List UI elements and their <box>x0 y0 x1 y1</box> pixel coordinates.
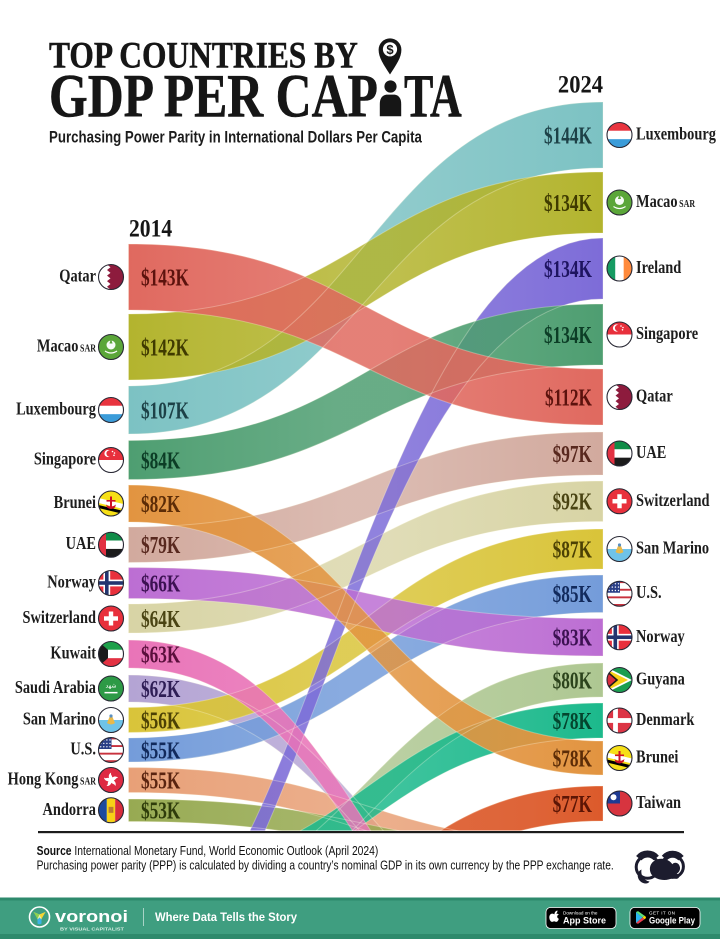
svg-text:Hong Kong SAR: Hong Kong SAR <box>8 768 97 789</box>
svg-text:UAE: UAE <box>66 533 96 554</box>
svg-text:$134K: $134K <box>544 255 593 283</box>
svg-text:Qatar: Qatar <box>636 385 673 406</box>
svg-text:Macao SAR: Macao SAR <box>37 335 97 356</box>
svg-text:$82K: $82K <box>141 490 181 518</box>
svg-text:BY VISUAL CAPITALIST: BY VISUAL CAPITALIST <box>60 927 124 932</box>
svg-text:Switzerland: Switzerland <box>22 606 96 627</box>
svg-text:Taiwan: Taiwan <box>636 791 681 812</box>
svg-text:$62K: $62K <box>141 675 181 703</box>
svg-text:$: $ <box>386 42 394 57</box>
svg-text:voronoi: voronoi <box>55 908 128 926</box>
svg-text:$143K: $143K <box>141 264 190 292</box>
svg-text:$84K: $84K <box>141 447 181 475</box>
svg-text:$55K: $55K <box>141 737 181 765</box>
svg-text:Qatar: Qatar <box>59 265 96 286</box>
svg-text:$79K: $79K <box>141 531 181 559</box>
svg-text:San Marino: San Marino <box>23 708 96 729</box>
svg-text:UAE: UAE <box>636 441 666 462</box>
svg-text:$92K: $92K <box>553 488 593 516</box>
svg-text:Guyana: Guyana <box>636 668 685 689</box>
svg-text:Luxembourg: Luxembourg <box>636 123 716 144</box>
svg-text:App Store: App Store <box>563 916 606 926</box>
svg-text:Source International Monetary: Source International Monetary Fund, Worl… <box>37 844 379 858</box>
svg-text:Brunei: Brunei <box>54 491 97 512</box>
svg-text:Purchasing Power Parity in Int: Purchasing Power Parity in International… <box>49 128 422 147</box>
svg-text:$112K: $112K <box>545 384 593 412</box>
svg-text:Andorra: Andorra <box>42 798 96 819</box>
svg-text:$142K: $142K <box>141 334 190 362</box>
svg-text:GET IT ON: GET IT ON <box>649 911 675 916</box>
svg-text:Google Play: Google Play <box>649 916 695 926</box>
svg-text:$80K: $80K <box>553 667 593 695</box>
svg-text:San Marino: San Marino <box>636 537 709 558</box>
svg-text:$87K: $87K <box>553 536 593 564</box>
svg-text:$134K: $134K <box>544 321 593 349</box>
svg-text:$144K: $144K <box>544 122 593 150</box>
svg-text:Luxembourg: Luxembourg <box>16 398 96 419</box>
svg-text:Purchasing power parity (PPP): Purchasing power parity (PPP) is calcula… <box>37 859 614 873</box>
svg-text:Macao SAR: Macao SAR <box>636 190 696 211</box>
svg-text:2024: 2024 <box>558 71 603 99</box>
svg-text:Ireland: Ireland <box>636 256 681 277</box>
svg-text:Norway: Norway <box>636 625 685 646</box>
svg-text:Switzerland: Switzerland <box>636 489 710 510</box>
svg-text:$97K: $97K <box>553 440 593 468</box>
svg-text:Denmark: Denmark <box>636 708 695 729</box>
svg-text:Where Data Tells the Story: Where Data Tells the Story <box>155 912 298 924</box>
svg-text:GDP PER CAP: GDP PER CAP <box>49 64 378 131</box>
svg-text:Download on the: Download on the <box>563 911 598 916</box>
svg-text:$83K: $83K <box>553 624 593 652</box>
svg-text:Saudi Arabia: Saudi Arabia <box>15 676 96 697</box>
svg-text:$56K: $56K <box>141 707 181 735</box>
svg-text:Singapore: Singapore <box>636 322 698 343</box>
svg-text:$107K: $107K <box>141 397 190 425</box>
svg-text:$63K: $63K <box>141 641 181 669</box>
svg-text:$78K: $78K <box>553 707 593 735</box>
svg-text:$55K: $55K <box>141 767 181 795</box>
svg-text:2014: 2014 <box>129 215 172 243</box>
svg-text:Norway: Norway <box>47 571 96 592</box>
svg-text:Brunei: Brunei <box>636 746 679 767</box>
svg-text:TA: TA <box>404 64 462 131</box>
svg-text:Kuwait: Kuwait <box>50 642 96 663</box>
svg-text:$78K: $78K <box>553 745 593 773</box>
svg-text:$77K: $77K <box>553 790 593 818</box>
svg-text:$66K: $66K <box>141 570 181 598</box>
svg-text:$134K: $134K <box>544 189 593 217</box>
svg-text:U.S.: U.S. <box>70 738 96 759</box>
svg-text:شهد: شهد <box>106 684 117 690</box>
svg-text:$85K: $85K <box>553 580 593 608</box>
svg-text:$64K: $64K <box>141 605 181 633</box>
svg-text:TOP COUNTRIES BY: TOP COUNTRIES BY <box>49 35 358 76</box>
svg-text:Singapore: Singapore <box>34 448 96 469</box>
svg-text:$53K: $53K <box>141 797 181 825</box>
svg-text:U.S.: U.S. <box>636 582 662 603</box>
